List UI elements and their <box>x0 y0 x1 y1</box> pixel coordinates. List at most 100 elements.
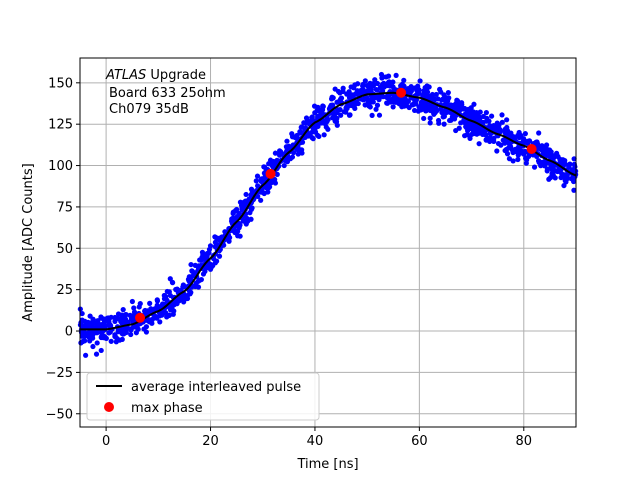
sample-point <box>557 168 563 175</box>
sample-point <box>454 97 460 103</box>
sample-point <box>186 274 192 280</box>
sample-point <box>330 95 336 101</box>
sample-point <box>491 123 497 129</box>
max-phase-point <box>265 168 276 179</box>
sample-point <box>390 79 396 85</box>
y-tick-label: 100 <box>48 159 73 174</box>
sample-point <box>503 138 509 145</box>
sample-point <box>522 131 528 137</box>
sample-point <box>506 156 513 162</box>
sample-point <box>248 191 255 198</box>
sample-point <box>456 125 462 131</box>
sample-point <box>515 156 521 163</box>
sample-point <box>571 178 577 185</box>
sample-point <box>162 309 168 315</box>
y-tick-label: 125 <box>48 118 73 133</box>
sample-point <box>544 168 550 174</box>
sample-point <box>440 114 446 120</box>
sample-point <box>338 112 344 118</box>
sample-point <box>120 307 126 313</box>
sample-point <box>558 174 564 181</box>
sample-point <box>284 138 290 144</box>
sample-point <box>526 138 532 144</box>
sample-point <box>119 315 125 321</box>
sample-point <box>188 261 194 268</box>
sample-point <box>114 336 120 342</box>
sample-point <box>459 102 465 108</box>
x-tick-label: 60 <box>411 434 428 449</box>
sample-point <box>347 112 353 118</box>
sample-point <box>131 305 137 311</box>
sample-point <box>377 84 383 91</box>
sample-point <box>495 127 501 133</box>
sample-point <box>471 101 477 107</box>
sample-point <box>157 319 163 325</box>
sample-point <box>549 171 555 177</box>
y-ticks: −50 −25 0 25 50 75 100 125 150 <box>46 76 80 422</box>
sample-point <box>164 288 170 295</box>
sample-point <box>554 150 560 156</box>
sample-point <box>169 306 175 312</box>
sample-point <box>346 95 353 101</box>
sample-point <box>298 130 304 136</box>
sample-point <box>311 103 318 109</box>
sample-point <box>504 128 511 134</box>
sample-point <box>206 250 212 256</box>
sample-point <box>167 292 173 299</box>
sample-point <box>207 243 214 249</box>
sample-point <box>106 330 112 336</box>
sample-point <box>474 129 480 135</box>
sample-point <box>483 109 489 116</box>
sample-point <box>367 80 373 86</box>
sample-point <box>163 295 169 302</box>
plot-frame <box>79 57 577 428</box>
x-tick-label: 40 <box>307 434 324 449</box>
sample-point <box>187 291 193 297</box>
sample-point <box>557 156 563 162</box>
sample-point <box>441 121 447 127</box>
sample-point <box>131 309 138 315</box>
sample-point <box>504 117 510 123</box>
sample-point <box>559 160 565 166</box>
sample-point <box>562 172 568 178</box>
sample-point <box>376 94 382 100</box>
sample-point <box>258 197 264 203</box>
sample-point <box>541 159 547 165</box>
sample-point <box>429 91 436 98</box>
sample-point <box>108 338 114 344</box>
sample-point <box>94 340 100 346</box>
sample-point <box>90 343 96 350</box>
sample-point <box>247 210 253 216</box>
y-tick-label: 150 <box>48 76 73 91</box>
sample-point <box>320 103 326 109</box>
sample-point <box>272 150 278 156</box>
sample-point <box>254 173 261 179</box>
sample-point <box>463 124 469 130</box>
sample-point <box>462 133 468 139</box>
sample-point <box>468 105 474 111</box>
sample-point <box>431 96 437 102</box>
sample-point <box>518 132 524 139</box>
max-phase-point <box>396 87 407 98</box>
x-ticks: 0 20 40 60 80 <box>102 427 532 449</box>
x-tick-label: 0 <box>102 434 110 449</box>
sample-point <box>235 233 241 239</box>
sample-point <box>435 117 442 124</box>
sample-point <box>165 313 171 319</box>
sample-point <box>318 107 324 113</box>
sample-point <box>286 143 292 149</box>
sample-point <box>552 175 558 181</box>
sample-point <box>393 72 399 78</box>
sample-point <box>437 86 443 92</box>
sample-point <box>338 95 344 101</box>
sample-point <box>396 101 402 107</box>
sample-point <box>228 218 235 224</box>
sample-point <box>128 316 134 322</box>
upgrade-label: Upgrade <box>150 68 206 83</box>
sample-point <box>487 135 493 141</box>
sample-point <box>496 122 502 128</box>
sample-point <box>465 128 471 134</box>
sample-point <box>289 134 296 140</box>
sample-point <box>142 308 148 314</box>
